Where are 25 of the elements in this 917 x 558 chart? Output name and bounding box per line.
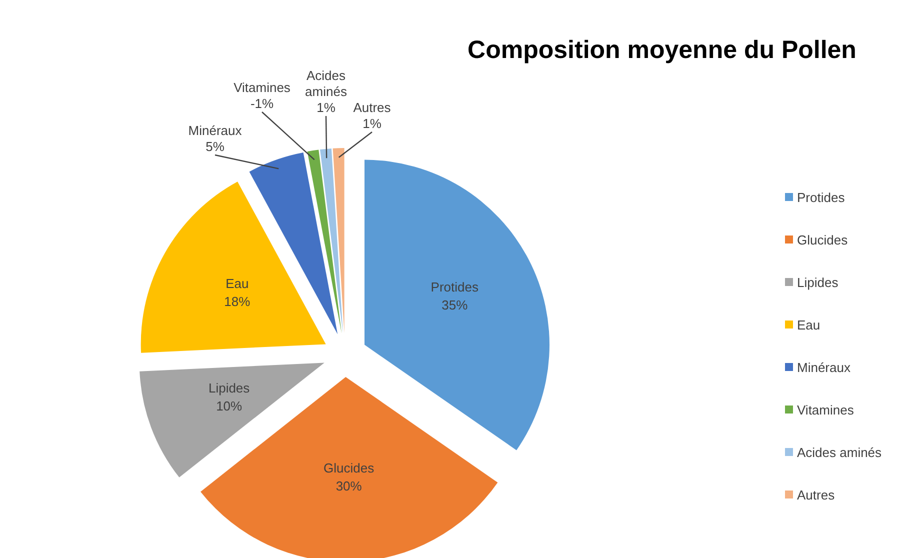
slice-label: Autres	[353, 100, 392, 115]
text: -1%	[250, 96, 274, 111]
data-label: 10%	[216, 398, 243, 414]
data-label: 1%	[316, 100, 336, 115]
slice-label: Protides	[430, 280, 479, 295]
legend-label: Lipides	[797, 275, 839, 290]
legend-label: Vitamines	[797, 402, 854, 418]
legend-label: Acides aminés	[797, 445, 882, 460]
slice-label: Lipides	[208, 380, 250, 396]
legend-label: Eau	[797, 318, 820, 332]
data-label: 5%	[206, 139, 225, 154]
slice-label: Acides aminés	[305, 68, 348, 99]
data-label: 30%	[336, 478, 362, 494]
data-label: 35%	[442, 298, 468, 313]
data-label: 18%	[224, 294, 251, 310]
legend-label: Glucides	[797, 232, 848, 248]
chart-title: Composition moyenne du Pollen	[468, 36, 856, 64]
slice-label: Minéraux	[188, 123, 242, 138]
legend-label: Autres	[797, 488, 836, 502]
slice-label: Glucides	[324, 460, 375, 476]
category-label: Vitamines	[234, 80, 290, 95]
legend-label: Minéraux	[797, 360, 851, 375]
data-label: 1%	[362, 116, 382, 131]
slice-label: Eau	[226, 276, 249, 292]
legend-label: Protides	[797, 190, 846, 205]
